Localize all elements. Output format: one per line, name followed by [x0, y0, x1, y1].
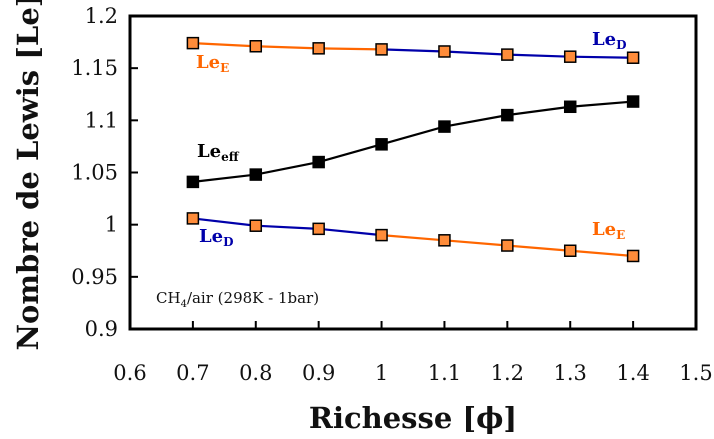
y-axis-title: Nombre de Lewis [Le]: [11, 0, 45, 351]
series-upper-point-3: [375, 43, 388, 56]
label-eff: Leeff: [197, 141, 240, 164]
axis-ticks: 0.6 0.7 0.8 0.9 1 1.1 1.2 1.3 1.4 1.5 0.9 0.95 1 1.05…: [71, 4, 712, 385]
series-lower-point-4: [438, 234, 451, 247]
series-upper-point-2: [312, 42, 325, 55]
series-lower-point-2: [312, 222, 325, 236]
data-series: [186, 36, 640, 263]
x-tick-label-4: 1: [375, 361, 388, 385]
series-eff-point-1: [249, 168, 263, 181]
series-upper-point-5: [501, 48, 514, 61]
x-tick-label-0: 0.6: [113, 361, 146, 385]
series-eff-line-0: [192, 100, 634, 183]
y-tick-label-0: 0.9: [85, 317, 118, 341]
series-eff-point-2: [312, 155, 325, 169]
series-eff-point-7: [626, 95, 640, 108]
x-axis-title: Richesse [ϕ]: [309, 401, 517, 435]
series-lower-point-0: [186, 212, 200, 225]
series-lower-point-6: [563, 244, 577, 257]
x-tick-label-2: 0.8: [239, 361, 272, 385]
series-eff-point-5: [501, 108, 514, 122]
series-lower-point-7: [626, 249, 640, 263]
y-tick-label-6: 1.2: [85, 4, 118, 28]
series-upper-point-4: [438, 45, 451, 58]
series-lower-point-5: [501, 239, 514, 252]
series-lower-point-3: [375, 228, 388, 242]
x-tick-label-6: 1.2: [491, 361, 524, 385]
label-lower-left: LeD: [199, 226, 234, 249]
y-tick-label-5: 1.15: [71, 56, 118, 80]
label-lower-right: LeE: [592, 219, 625, 242]
series-lower-point-1: [249, 219, 263, 232]
x-tick-label-8: 1.4: [616, 361, 649, 385]
x-tick-label-5: 1.1: [428, 361, 461, 385]
series-upper-point-7: [626, 51, 640, 64]
conditions-annotation: CH4/air (298K - 1bar): [156, 289, 319, 310]
series-eff-point-6: [563, 100, 577, 114]
x-tick-label-1: 0.7: [176, 361, 209, 385]
series-labels: LeE LeD Leeff LeD LeE: [196, 29, 627, 249]
x-tick-label-7: 1.3: [554, 361, 587, 385]
y-tick-label-2: 1: [105, 213, 118, 237]
x-tick-label-3: 0.9: [302, 361, 335, 385]
y-tick-label-3: 1.05: [71, 161, 118, 185]
series-eff-point-4: [438, 120, 451, 133]
series-upper-point-6: [563, 50, 577, 63]
series-eff-point-0: [186, 175, 200, 189]
series-eff-point-3: [375, 138, 388, 151]
y-tick-label-1: 0.95: [71, 265, 118, 289]
series-lower-line-0: [192, 217, 382, 237]
label-upper-right: LeD: [592, 29, 627, 52]
series-upper-point-1: [249, 40, 263, 53]
series-upper-line-0: [192, 42, 382, 51]
series-upper-point-0: [186, 36, 200, 50]
y-tick-label-4: 1.1: [85, 108, 118, 132]
label-upper-left: LeE: [196, 52, 229, 75]
x-tick-label-9: 1.5: [679, 361, 712, 385]
